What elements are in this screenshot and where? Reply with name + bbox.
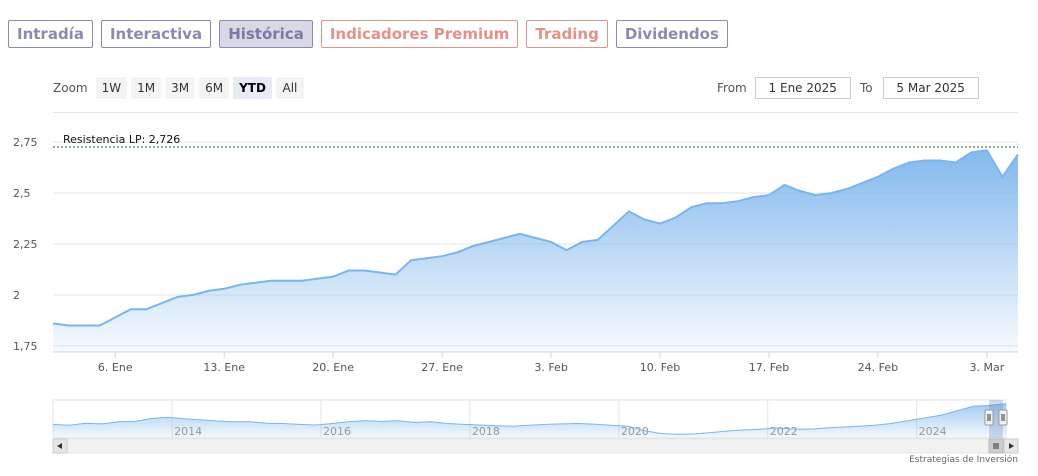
series-area bbox=[53, 150, 1018, 352]
x-tick-label: 10. Feb bbox=[640, 361, 680, 374]
navigator-year-label: 2014 bbox=[174, 425, 202, 438]
tab-interactiva[interactable]: Interactiva bbox=[100, 20, 212, 48]
from-label: From bbox=[717, 81, 747, 95]
zoom-6m-button[interactable]: 6M bbox=[199, 77, 230, 99]
navigator-year-label: 2016 bbox=[323, 425, 351, 438]
y-tick-label: 2,25 bbox=[13, 238, 38, 251]
x-tick-label: 27. Ene bbox=[421, 361, 463, 374]
to-label: To bbox=[860, 81, 873, 95]
navigator-year-label: 2018 bbox=[472, 425, 500, 438]
series-line bbox=[52, 149, 1019, 327]
x-tick-label: 24. Feb bbox=[858, 361, 898, 374]
zoom-label: Zoom bbox=[53, 81, 88, 95]
tab-historica[interactable]: Histórica bbox=[219, 20, 313, 48]
zoom-3m-button[interactable]: 3M bbox=[165, 77, 196, 99]
from-date-input[interactable]: 1 Ene 2025 bbox=[754, 77, 851, 99]
x-tick-label: 17. Feb bbox=[749, 361, 789, 374]
navigator-line bbox=[52, 403, 1007, 435]
tab-trading[interactable]: Trading bbox=[526, 20, 608, 48]
x-tick-label: 6. Ene bbox=[98, 361, 133, 374]
y-tick-label: 2,5 bbox=[13, 187, 31, 200]
navigator-year-label: 2022 bbox=[770, 425, 798, 438]
zoom-1m-button[interactable]: 1M bbox=[131, 77, 162, 99]
range-to: To 5 Mar 2025 bbox=[860, 77, 979, 99]
tab-indicadores-premium[interactable]: Indicadores Premium bbox=[320, 20, 519, 48]
navigator-year-label: 2020 bbox=[621, 425, 649, 438]
navigator-scrollbar[interactable] bbox=[52, 438, 1019, 454]
x-tick-label: 3. Mar bbox=[969, 361, 1004, 374]
handle-grip[interactable] bbox=[984, 409, 994, 426]
x-tick-label: 3. Feb bbox=[534, 361, 567, 374]
y-tick-label: 2 bbox=[13, 289, 20, 302]
resistance-label: Resistencia LP: 2,726 bbox=[63, 133, 180, 146]
navigator[interactable]: 2014 2016 2018 2020 2022 2024 bbox=[52, 399, 1019, 454]
navigator-right-handle[interactable] bbox=[998, 409, 1008, 426]
handle-grip[interactable] bbox=[998, 409, 1008, 426]
zoom-selector: Zoom 1W 1M 3M 6M YTD All bbox=[53, 77, 304, 99]
credit-label: Estrategias de Inversión bbox=[909, 455, 1018, 465]
y-tick-label: 1,75 bbox=[13, 340, 38, 353]
arrow-left-icon bbox=[57, 443, 62, 449]
zoom-ytd-button[interactable]: YTD bbox=[233, 77, 272, 99]
tab-bar: Intradía Interactiva Histórica Indicador… bbox=[8, 20, 728, 48]
x-tick-label: 20. Ene bbox=[312, 361, 354, 374]
tab-dividendos[interactable]: Dividendos bbox=[615, 20, 728, 48]
range-from: From 1 Ene 2025 bbox=[717, 77, 851, 99]
arrow-right-icon bbox=[1009, 443, 1014, 449]
y-tick-label: 2,75 bbox=[13, 136, 38, 149]
navigator-left-handle[interactable] bbox=[984, 409, 994, 426]
x-tick-label: 13. Ene bbox=[203, 361, 245, 374]
x-axis: 6. Ene 13. Ene 20. Ene 27. Ene 3. Feb 10. Feb… bbox=[53, 351, 1018, 374]
navigator-area bbox=[53, 403, 1006, 438]
navigator-selection[interactable] bbox=[989, 400, 1003, 438]
zoom-all-button[interactable]: All bbox=[275, 77, 304, 99]
to-date-input[interactable]: 5 Mar 2025 bbox=[882, 77, 979, 99]
navigator-year-label: 2024 bbox=[919, 425, 947, 438]
zoom-1w-button[interactable]: 1W bbox=[95, 77, 128, 99]
y-axis: 1,75 2 2,25 2,5 2,75 bbox=[13, 136, 38, 353]
header-divider bbox=[53, 112, 1018, 113]
scrollbar-track[interactable] bbox=[52, 438, 1019, 454]
tab-intradia[interactable]: Intradía bbox=[8, 20, 93, 48]
